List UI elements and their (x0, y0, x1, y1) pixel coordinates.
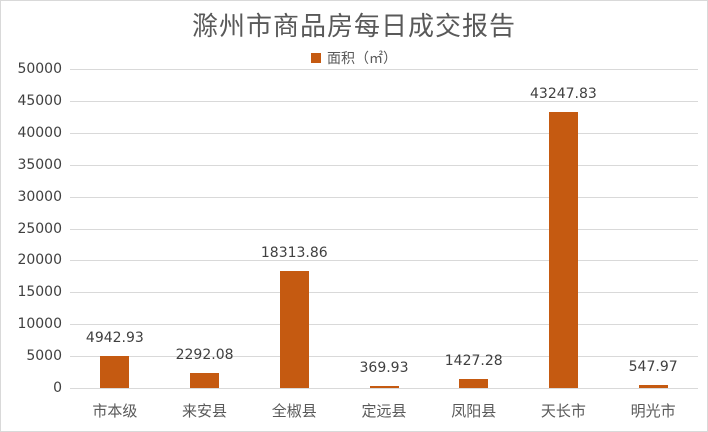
data-label: 2292.08 (175, 347, 234, 364)
x-category-label: 来安县 (182, 402, 228, 420)
legend-swatch-icon (311, 53, 321, 63)
bar[interactable] (190, 373, 220, 388)
gridline (70, 292, 698, 294)
y-tick-label: 15000 (17, 284, 62, 301)
x-category-label: 凤阳县 (451, 402, 497, 420)
x-category-label: 明光市 (630, 402, 676, 420)
y-tick-label: 25000 (17, 220, 62, 237)
gridline (70, 356, 698, 358)
bar[interactable] (279, 271, 309, 388)
legend-label: 面积（㎡） (327, 51, 397, 67)
x-category-label: 天长市 (540, 402, 586, 420)
data-label: 369.93 (359, 359, 409, 376)
data-label: 43247.83 (530, 86, 597, 103)
y-tick-label: 45000 (17, 92, 62, 109)
y-tick-label: 50000 (17, 61, 62, 77)
gridline (70, 260, 698, 262)
chart-legend: 面积（㎡） (0, 48, 708, 68)
bar[interactable] (459, 378, 489, 388)
x-category-label: 全椒县 (271, 402, 317, 420)
gridline (70, 164, 698, 166)
bar[interactable] (548, 112, 578, 388)
bar[interactable] (638, 384, 668, 388)
data-label: 18313.86 (260, 245, 328, 262)
gridline (70, 69, 698, 70)
gridline (70, 196, 698, 198)
chart-title: 滁州市商品房每日成交报告 (191, 12, 516, 42)
gridline (70, 132, 698, 134)
x-category-label: 市本级 (92, 402, 138, 420)
gridline (70, 324, 698, 326)
data-label: 4942.93 (85, 330, 144, 347)
bar[interactable] (369, 385, 399, 388)
gridline (70, 228, 698, 230)
y-tick-label: 10000 (17, 316, 62, 333)
data-label: 1427.28 (444, 352, 503, 369)
y-tick-label: 30000 (17, 188, 62, 205)
y-tick-label: 5000 (26, 348, 62, 365)
plot-area: 0 5000 10000 15000 20000 25000 30000 35000 40000… (17, 61, 698, 396)
bar[interactable] (100, 356, 130, 388)
y-tick-label: 0 (53, 380, 62, 396)
gridline (70, 388, 698, 389)
gridline (70, 100, 698, 102)
data-label: 547.97 (628, 358, 678, 375)
y-tick-label: 20000 (17, 252, 62, 269)
y-tick-label: 40000 (17, 124, 62, 141)
x-category-label: 定远县 (361, 402, 407, 420)
y-tick-label: 35000 (17, 156, 62, 173)
